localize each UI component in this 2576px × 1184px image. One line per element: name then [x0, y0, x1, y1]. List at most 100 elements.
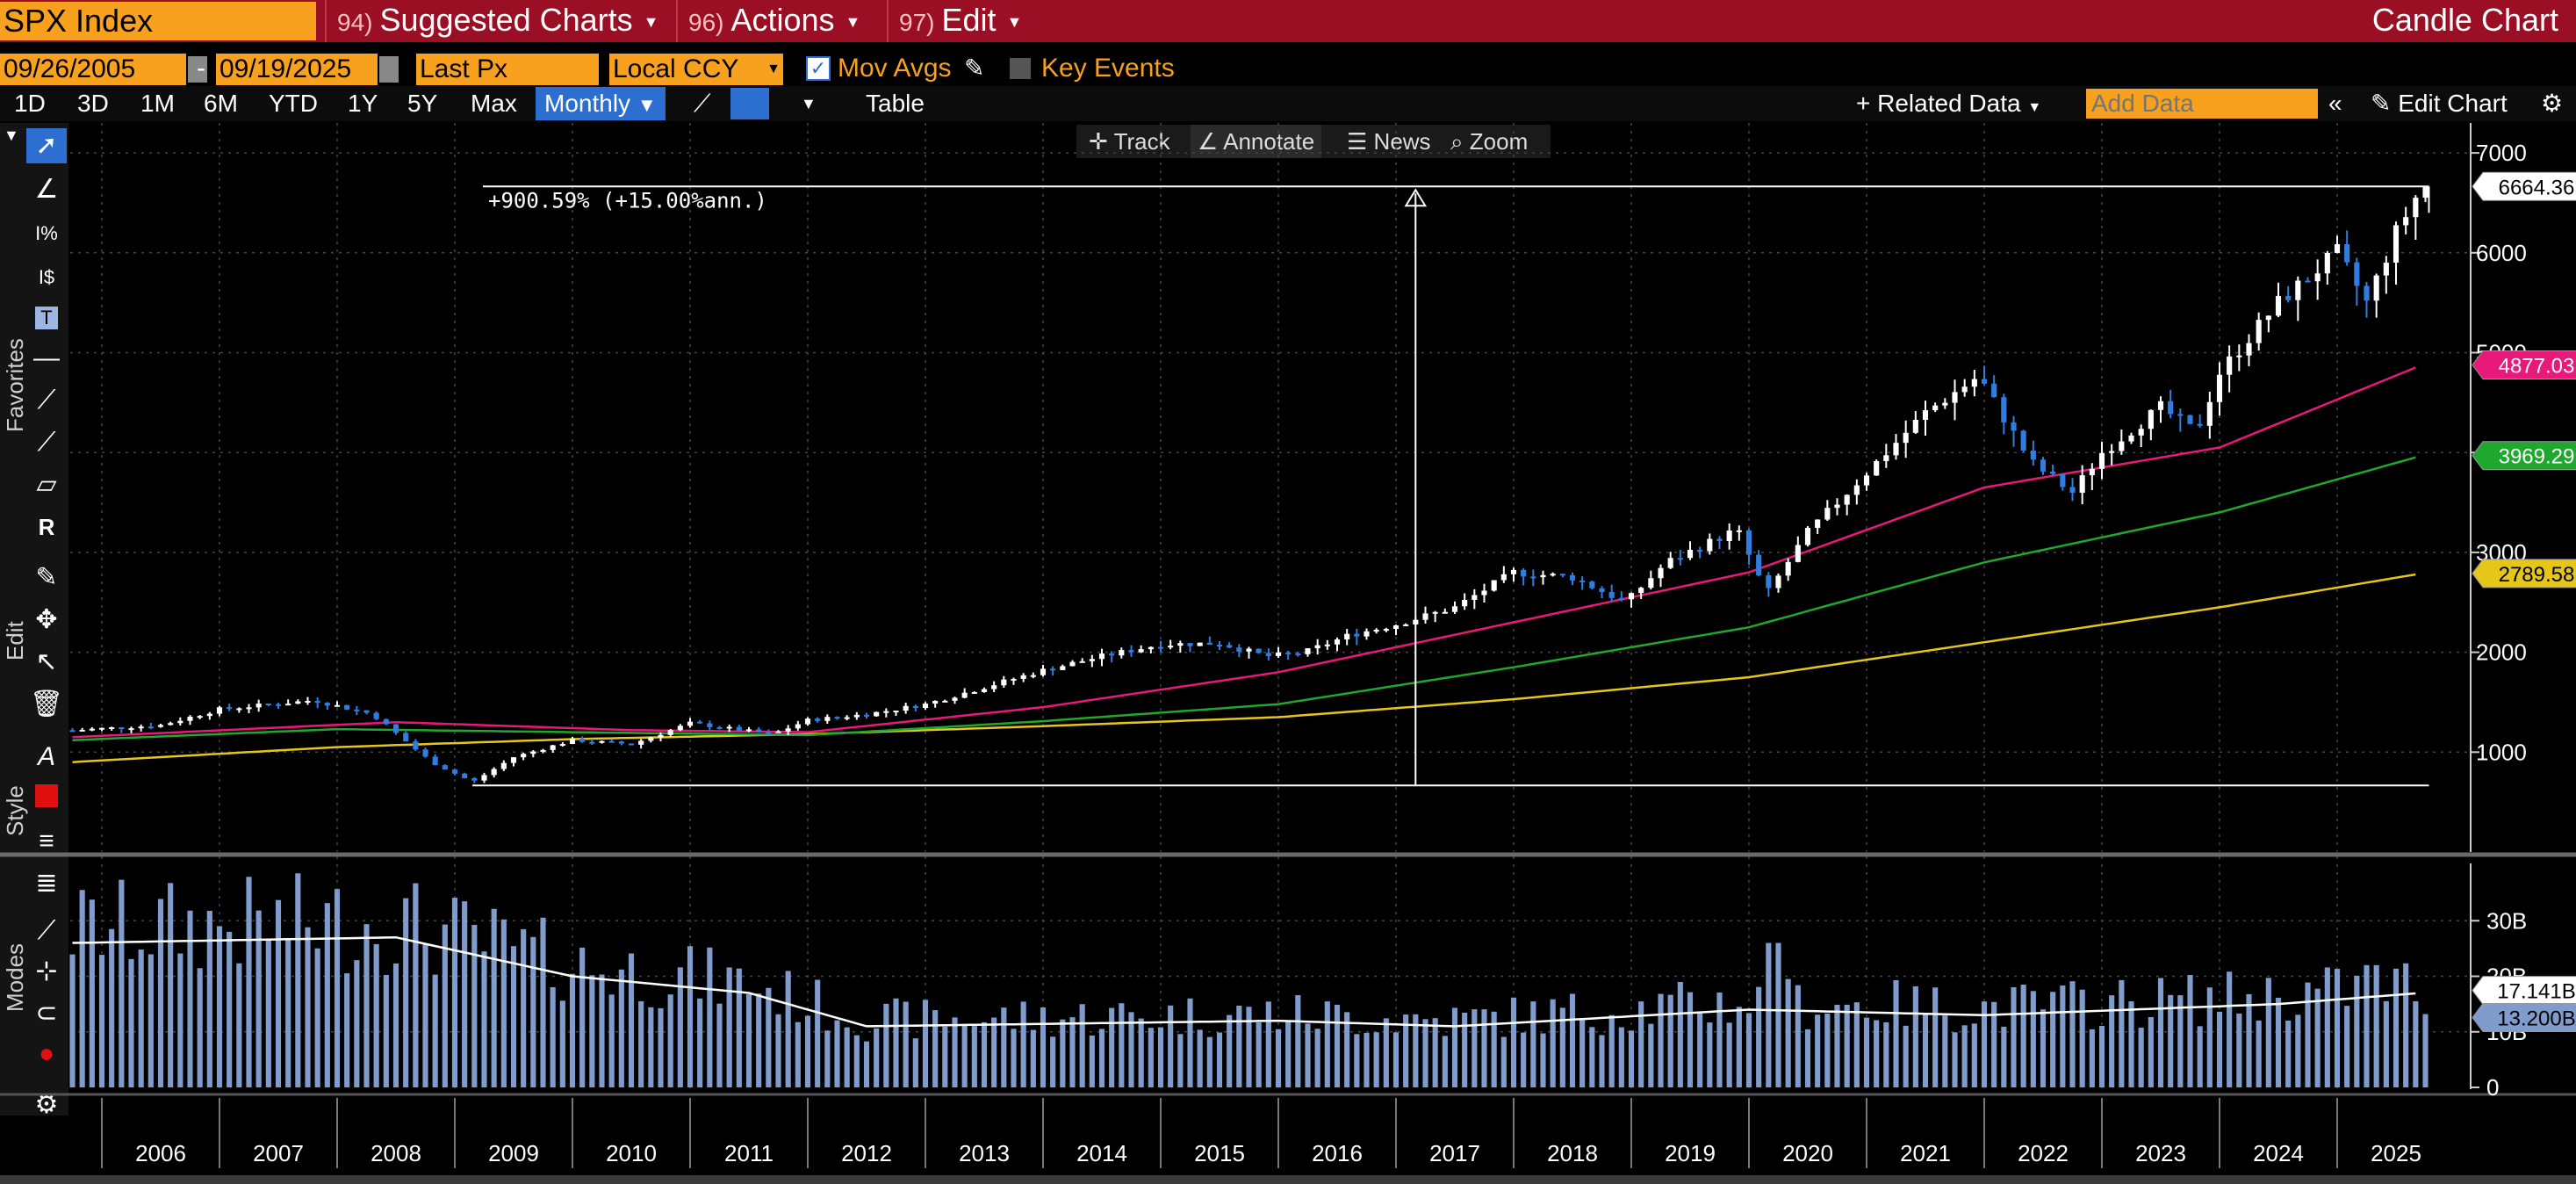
candle-body	[1030, 675, 1036, 677]
chart-type-caret-icon[interactable]: ▼	[801, 95, 817, 112]
key-events-label[interactable]: Key Events	[1041, 54, 1175, 83]
volume-bar	[2344, 1006, 2350, 1087]
ticker-field[interactable]: SPX Index	[0, 2, 316, 40]
line-style-icon[interactable]: ≡	[39, 827, 54, 856]
volume-bar	[1001, 1007, 1007, 1087]
volume-bar	[2256, 1020, 2262, 1087]
period-6m[interactable]: 6M	[204, 90, 238, 117]
volume-bar	[227, 931, 233, 1087]
period-1m[interactable]: 1M	[140, 90, 175, 117]
candle-body	[451, 769, 458, 774]
percent-tool-icon[interactable]: I%	[35, 222, 58, 244]
table-button[interactable]: Table	[866, 90, 925, 117]
news-button[interactable]: ☰ News	[1347, 125, 1431, 158]
ma-pink-tag: 4877.03	[2499, 354, 2575, 378]
chart-type-title: Candle Chart	[2371, 2, 2558, 38]
volume-bar	[1589, 1027, 1595, 1087]
candle-body	[834, 717, 840, 719]
actions-menu[interactable]: 96) Actions ▼	[676, 0, 887, 42]
candle-body	[1020, 675, 1026, 679]
calendar-icon[interactable]	[379, 56, 399, 83]
horizontal-line-icon[interactable]: —	[33, 343, 60, 372]
line-chart-icon[interactable]: ⟋	[694, 90, 711, 117]
trend-line-icon[interactable]: ⟋	[37, 386, 56, 415]
candle-body	[1177, 643, 1184, 646]
candle-body	[1079, 661, 1085, 663]
mov-avgs-checkbox[interactable]: ✓	[806, 56, 831, 81]
frequency-selector[interactable]: Monthly ▼	[536, 87, 666, 120]
candle-body	[1785, 561, 1791, 576]
channel-tool-icon[interactable]: ▱	[36, 470, 57, 499]
add-point-icon[interactable]: ↖	[35, 647, 58, 676]
line-weight-icon[interactable]: ≣	[35, 869, 58, 898]
volume-bar	[1608, 1014, 1615, 1087]
x-tick-label: 2025	[2371, 1140, 2421, 1166]
cursor-icon[interactable]: ➚	[26, 128, 67, 163]
candle-body	[1442, 611, 1448, 614]
end-date-field[interactable]: 09/19/2025	[216, 54, 378, 85]
edit-chart-button[interactable]: ✎ Edit Chart	[2371, 87, 2508, 120]
suggested-charts-menu[interactable]: 94) Suggested Charts ▼	[325, 0, 667, 42]
draw-pencil-icon[interactable]: ✎	[35, 563, 58, 592]
font-style-icon[interactable]: A	[37, 742, 55, 771]
volume-bar	[1334, 1004, 1341, 1087]
key-events-checkbox[interactable]	[1010, 58, 1031, 79]
period-1d[interactable]: 1D	[14, 90, 46, 117]
collapse-icon[interactable]: «	[2328, 90, 2342, 117]
x-tick-label: 2012	[841, 1140, 892, 1166]
settings-icon[interactable]: ⚙	[2541, 90, 2564, 117]
snap-mode-icon[interactable]: ⊹	[35, 957, 58, 985]
volume-bar	[1500, 1036, 1507, 1087]
line-tool-icon[interactable]: ∠	[34, 175, 59, 204]
mov-avgs-label[interactable]: Mov Avgs	[838, 54, 952, 83]
period-max[interactable]: Max	[471, 90, 517, 117]
magnet-mode-icon[interactable]: ⊂	[35, 999, 58, 1028]
candle-body	[2256, 320, 2262, 343]
related-data-button[interactable]: + Related Data ▼	[1856, 87, 2041, 125]
moving-average-pink	[72, 366, 2416, 739]
x-tick-label: 2023	[2135, 1140, 2186, 1166]
text-tool-icon[interactable]: T	[26, 299, 67, 334]
candle-body	[1903, 432, 1909, 444]
volume-bar	[1285, 1022, 1292, 1087]
color-picker-icon[interactable]	[26, 782, 67, 817]
candle-body	[471, 778, 478, 781]
y-tick-label: 7000	[2476, 140, 2527, 166]
candle-body	[1766, 575, 1772, 588]
period-ytd[interactable]: YTD	[269, 90, 318, 117]
period-3d[interactable]: 3D	[77, 90, 109, 117]
dollar-tool-icon[interactable]: I$	[38, 266, 55, 288]
highlight-mode-icon[interactable]: ●	[38, 1039, 55, 1068]
volume-bar	[2236, 1013, 2242, 1087]
period-5y[interactable]: 5Y	[407, 90, 438, 117]
ray-line-icon[interactable]: ⟋	[37, 428, 56, 457]
volume-bar	[697, 998, 703, 1087]
start-date-field[interactable]: 09/26/2005	[0, 54, 186, 85]
annotate-label: Annotate	[1223, 128, 1315, 155]
collapse-toolbar-icon[interactable]: ▼	[4, 126, 19, 144]
calendar-icon[interactable]	[188, 56, 207, 83]
volume-bar	[1324, 1001, 1330, 1087]
regression-tool-icon[interactable]: R	[38, 514, 55, 540]
edit-menu[interactable]: 97) Edit ▼	[887, 0, 1036, 42]
move-icon[interactable]: ✥	[35, 605, 58, 634]
candle-body	[1432, 611, 1438, 614]
add-data-input[interactable]	[2086, 89, 2318, 119]
candle-body	[521, 754, 527, 758]
volume-bar	[2060, 985, 2066, 1087]
candle-chart-icon[interactable]	[730, 88, 769, 119]
candle-body	[305, 701, 311, 704]
volume-bar	[863, 1041, 870, 1087]
crosshair-mode-icon[interactable]: ⟋	[37, 916, 56, 945]
candle-body	[2344, 243, 2350, 263]
period-1y[interactable]: 1Y	[348, 90, 378, 117]
zoom-button[interactable]: ⌕ Zoom	[1450, 125, 1528, 158]
currency-selector[interactable]: Local CCY	[609, 54, 764, 85]
trash-icon[interactable]: 🗑	[29, 689, 64, 718]
caret-down-icon[interactable]: ▼	[764, 54, 783, 85]
field-selector[interactable]: Last Px	[416, 54, 599, 85]
volume-bar	[1168, 1005, 1174, 1087]
candle-body	[1236, 647, 1242, 652]
pencil-icon[interactable]: ✎	[964, 54, 985, 82]
